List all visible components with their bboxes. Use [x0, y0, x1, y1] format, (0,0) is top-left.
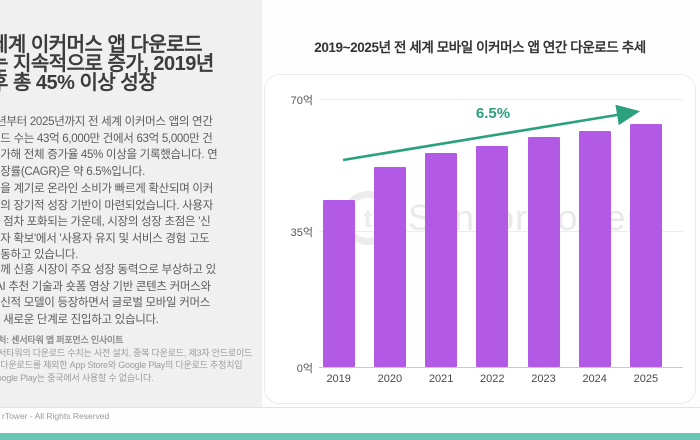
gridline-70 — [319, 99, 683, 100]
body-text-line: , AI 추천 기술과 숏폼 영상 기반 콘텐츠 커머스와 — [0, 280, 211, 293]
bar-2019 — [322, 200, 355, 367]
body-paragraph-1: 9년부터 2025년까지 전 세계 이커머스 앱의 연간 로드 수는 43억 6… — [0, 114, 262, 180]
left-text-panel: 세계 이커머스 앱 다운로드 는 지속적으로 증가, 2019년 후 총 45%… — [0, 0, 262, 407]
x-tick-label-2024: 2024 — [582, 373, 607, 385]
x-tick-label-2023: 2023 — [531, 373, 556, 385]
y-tick-label-35: 35억 — [290, 227, 313, 239]
body-text-line: 증가해 전체 증가율 45% 이상을 기록했습니다. 연 — [0, 149, 218, 161]
body-text-line: 혁신적 모델이 등장하면서 글로벌 모바일 커머스 — [0, 297, 211, 309]
x-tick-label-2021: 2021 — [428, 373, 454, 385]
x-tick-label-2022: 2022 — [480, 373, 505, 385]
footer-divider — [0, 407, 700, 408]
x-tick-label-2025: 2025 — [633, 373, 659, 385]
bar-2021 — [425, 152, 458, 367]
body-text-line: 9년부터 2025년까지 전 세계 이커머스 앱의 연간 — [0, 116, 213, 128]
bar-2023 — [527, 136, 560, 367]
bar-2024 — [578, 131, 611, 367]
footnote-source-line: 출처: 센서타워 앱 퍼포먼스 인사이트 — [0, 335, 124, 345]
body-text-line: 이동하고 있습니다. — [0, 249, 79, 261]
source-footnote: 출처: 센서타워 앱 퍼포먼스 인사이트 센서타워의 다운로드 수치는 사전 설… — [0, 334, 262, 384]
page-title-line: 후 총 45% 이상 성장 — [0, 72, 157, 94]
y-tick-label-70: 70억 — [290, 95, 313, 107]
body-text-line: 성장률(CAGR)은 약 6.5%입니다. — [0, 165, 146, 178]
bar-2022 — [476, 146, 509, 367]
cagr-annotation: 6.5% — [475, 105, 511, 122]
y-tick-label-0: 0억 — [296, 363, 313, 375]
body-paragraph-2: 믹을 계기로 온라인 소비가 빠르게 확산되며 이커 앱의 장기적 성장 기반이… — [0, 181, 262, 264]
copyright-text: rTower - All Rights Reserved — [2, 411, 110, 421]
page-title-line: 는 지속적으로 증가, 2019년 — [0, 53, 214, 75]
page-title: 세계 이커머스 앱 다운로드 는 지속적으로 증가, 2019년 후 총 45%… — [0, 34, 262, 94]
bottom-accent-bar — [0, 433, 700, 440]
x-tick-label-2020: 2020 — [377, 373, 403, 385]
body-text-line: 믹을 계기로 온라인 소비가 빠르게 확산되며 이커 — [0, 183, 213, 195]
body-text-line: 앱의 장기적 성장 기반이 마련되었습니다. 사용자 — [0, 199, 213, 212]
body-text-line: 함께 신흥 시장이 주요 성장 동력으로 부상하고 있 — [0, 264, 216, 276]
page-title-line: 세계 이커머스 앱 다운로드 — [0, 34, 203, 56]
footnote-text-line: Google Play는 중국에서 사용할 수 없습니다. — [0, 372, 154, 383]
footnote-text-line: 의 다운로드를 제외한 App Store와 Google Play의 다운로드… — [0, 360, 243, 370]
x-tick-label-2019: 2019 — [326, 373, 351, 385]
bar-2025 — [629, 123, 662, 367]
chart-card: t Sensor Tower 70억 35억 0억 6.5% 2019 2020 2… — [264, 74, 696, 404]
x-axis-line — [319, 367, 683, 368]
body-text-line: 가 점차 포화되는 가운데, 시장의 성장 초점은 '신 — [0, 216, 211, 228]
chart-title: 2019~2025년 전 세계 모바일 이커머스 앱 연간 다운로드 추세 — [314, 40, 646, 55]
body-text-line: 용자 확보'에서 '사용자 유지 및 서비스 경험 고도 — [0, 232, 210, 245]
body-text-line: 로드 수는 43억 6,000만 건에서 63억 5,000만 건 — [0, 132, 213, 145]
footnote-text-line: 센서타워의 다운로드 수치는 사전 설치, 중복 다운로드, 제3자 안드로이드 — [0, 347, 253, 358]
trend-arrow-icon — [342, 104, 641, 162]
body-paragraph-3: 함께 신흥 시장이 주요 성장 동력으로 부상하고 있 , AI 추천 기술과 … — [0, 262, 262, 328]
body-text-line: 은 새로운 단계로 진입하고 있습니다. — [0, 313, 159, 326]
